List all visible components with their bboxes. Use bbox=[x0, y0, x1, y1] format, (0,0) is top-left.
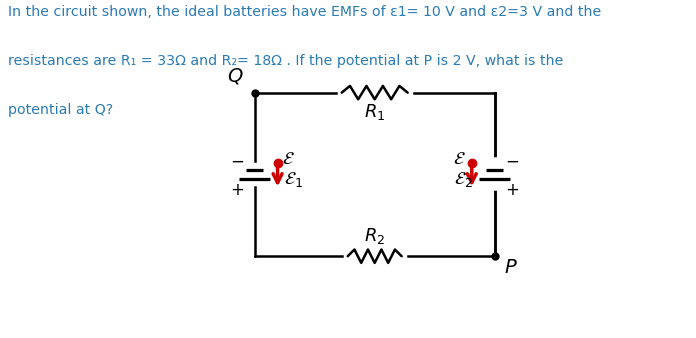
Text: $-$: $-$ bbox=[505, 151, 520, 169]
Text: $\mathcal{E}$: $\mathcal{E}$ bbox=[283, 150, 295, 168]
Text: $\mathcal{E}_2$: $\mathcal{E}_2$ bbox=[454, 170, 473, 190]
Text: $-$: $-$ bbox=[230, 151, 244, 169]
Text: $+$: $+$ bbox=[230, 181, 244, 199]
Text: $R_2$: $R_2$ bbox=[364, 226, 386, 246]
Text: $P$: $P$ bbox=[503, 258, 517, 277]
Text: $Q$: $Q$ bbox=[228, 66, 244, 86]
Text: $\mathcal{E}_1$: $\mathcal{E}_1$ bbox=[283, 170, 303, 190]
Text: In the circuit shown, the ideal batteries have EMFs of ε1= 10 V and ε2=3 V and t: In the circuit shown, the ideal batterie… bbox=[8, 5, 601, 19]
Text: $\mathcal{E}$: $\mathcal{E}$ bbox=[452, 150, 466, 168]
Text: $R_1$: $R_1$ bbox=[364, 102, 386, 122]
Text: resistances are R₁ = 33Ω and R₂= 18Ω . If the potential at P is 2 V, what is the: resistances are R₁ = 33Ω and R₂= 18Ω . I… bbox=[8, 54, 564, 68]
Text: potential at Q?: potential at Q? bbox=[8, 103, 113, 117]
Text: $+$: $+$ bbox=[505, 181, 520, 199]
